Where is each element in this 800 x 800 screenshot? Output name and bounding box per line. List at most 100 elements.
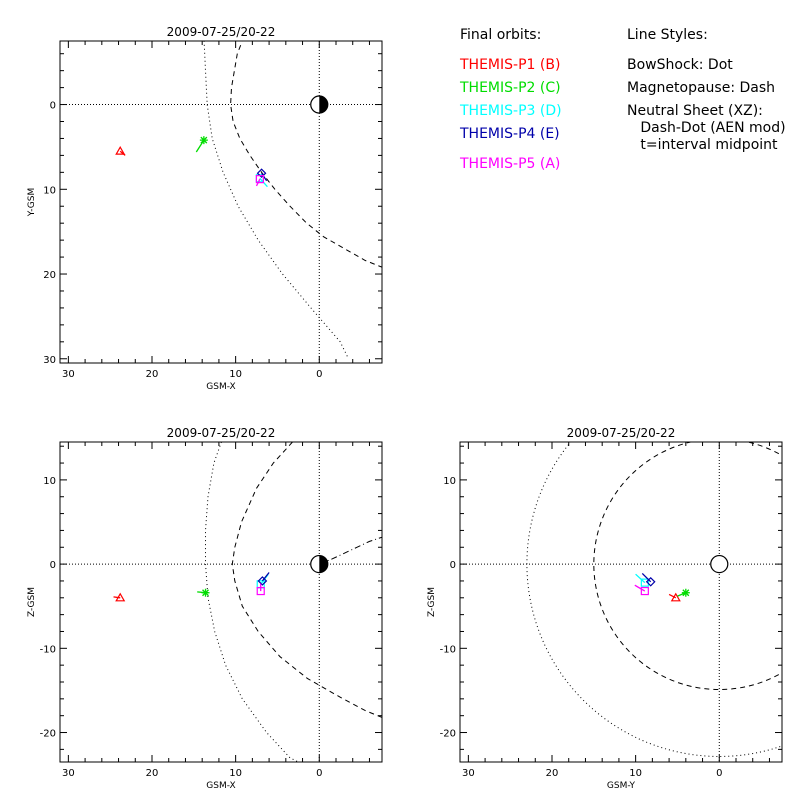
plot-frame — [459, 441, 783, 763]
x-tick-label: 10 — [629, 768, 642, 779]
panel-xz: 30 20 10 0 10 0 -10 -20 2009-07-25/20-22 GSM-X Z-G… — [27, 426, 383, 791]
legend-styles-title: Line Styles: — [627, 27, 708, 43]
chart-title: 2009-07-25/20-22 — [167, 25, 276, 39]
y-tick-label: 0 — [50, 560, 56, 571]
plot-area-xz — [60, 442, 382, 762]
boundary-magnetopause — [230, 41, 382, 268]
spacecraft-p4 — [257, 572, 270, 586]
spacecraft-p2 — [195, 136, 208, 153]
y-tick-label: 0 — [50, 101, 56, 112]
x-tick-label: 30 — [62, 369, 75, 380]
spacecraft-p5 — [255, 175, 264, 187]
square-marker — [256, 586, 265, 596]
orbit-track — [634, 584, 646, 592]
x-tick-label: 0 — [716, 768, 722, 779]
orbit-track — [261, 572, 270, 582]
spacecraft-p1 — [113, 592, 126, 602]
spacecraft-p3 — [635, 573, 649, 587]
orbit-track — [641, 572, 652, 583]
boundary-magnetopause — [231, 442, 382, 718]
x-tick-label: 10 — [229, 768, 242, 779]
legend-orbits-title: Final orbits: — [460, 27, 542, 43]
asterisk-marker — [199, 136, 208, 145]
x-axis-label: GSM-X — [206, 382, 235, 392]
asterisk-marker — [201, 588, 210, 597]
boundary-bowshock — [205, 442, 299, 762]
chart-title: 2009-07-25/20-22 — [167, 426, 276, 440]
y-axis-label: Y-GSM — [27, 188, 37, 217]
ticks-xy — [60, 41, 382, 363]
plot-frame — [59, 441, 383, 763]
x-tick-label: 20 — [146, 768, 159, 779]
spacecraft-p1 — [115, 145, 126, 156]
spacecraft-p2 — [677, 588, 690, 597]
plot-area-xy — [60, 41, 382, 363]
x-axis-label: GSM-Y — [607, 781, 636, 791]
spacecraft-p5 — [256, 583, 265, 596]
triangle-marker — [670, 592, 681, 602]
x-tick-label: 30 — [62, 768, 75, 779]
earth-night-side — [319, 555, 328, 573]
diamond-marker — [257, 576, 268, 586]
y-tick-label: -20 — [40, 729, 56, 740]
orbit-track — [261, 172, 268, 182]
spacecraft-p1 — [668, 592, 681, 602]
y-tick-label: 10 — [443, 476, 456, 487]
orbit-track — [113, 596, 121, 599]
y-tick-label: -10 — [40, 644, 56, 655]
earth-night-side — [319, 96, 328, 114]
x-tick-label: 10 — [229, 369, 242, 380]
legend-style-neutral-sheet: Neutral Sheet (XZ): — [627, 103, 763, 119]
y-tick-label: 30 — [43, 355, 56, 366]
y-tick-label: 20 — [43, 270, 56, 281]
x-tick-label: 20 — [546, 768, 559, 779]
chart-title: 2009-07-25/20-22 — [567, 426, 676, 440]
asterisk-marker — [681, 588, 690, 597]
spacecraft-p4 — [256, 168, 268, 182]
spacecraft-p4 — [641, 572, 656, 587]
y-tick-label: 10 — [43, 476, 56, 487]
x-axis-label: GSM-X — [206, 781, 235, 791]
y-tick-label: -10 — [440, 644, 456, 655]
legend: Final orbits: THEMIS-P1 (B) THEMIS-P2 (C… — [0, 0, 800, 200]
y-tick-label: -20 — [440, 729, 456, 740]
triangle-marker — [115, 592, 126, 602]
square-marker — [640, 586, 649, 596]
spacecraft-p5 — [634, 584, 649, 596]
plot-frame — [59, 40, 383, 364]
plot-area-yz — [460, 442, 782, 762]
legend-item-p3: THEMIS-P3 (D) — [460, 103, 562, 119]
legend-style-bowshock: BowShock: Dot — [627, 57, 733, 73]
legend-item-p2: THEMIS-P2 (C) — [460, 80, 561, 96]
legend-style-midpoint: t=interval midpoint — [627, 137, 778, 153]
x-tick-label: 30 — [462, 768, 475, 779]
boundary-bowshock — [203, 41, 349, 360]
x-tick-label: 20 — [146, 369, 159, 380]
ticks-xz — [60, 442, 382, 762]
panel-xy: 30 20 10 0 0 10 20 30 2009-07-25/20-22 GSM-X Y-GSM — [27, 25, 383, 392]
diamond-marker — [645, 576, 656, 587]
y-axis-label: Z-GSM — [427, 587, 437, 617]
y-axis-label: Z-GSM — [27, 587, 37, 617]
y-tick-label: 10 — [43, 185, 56, 196]
y-tick-label: 0 — [450, 560, 456, 571]
legend-item-p1: THEMIS-P1 (B) — [460, 57, 561, 73]
square-marker — [255, 175, 264, 184]
x-tick-label: 0 — [316, 369, 322, 380]
legend-style-magnetopause: Magnetopause: Dash — [627, 80, 776, 96]
legend-item-p5: THEMIS-P5 (A) — [460, 156, 561, 172]
boundary-bowshock — [526, 442, 782, 757]
legend-item-p4: THEMIS-P4 (E) — [460, 126, 560, 142]
triangle-marker — [115, 145, 126, 155]
diamond-marker — [256, 168, 267, 179]
boundary-neutralsheet — [319, 536, 382, 565]
earth — [710, 554, 729, 574]
x-tick-label: 0 — [316, 768, 322, 779]
orbit-track — [635, 573, 646, 584]
spacecraft-p2 — [197, 588, 210, 597]
legend-style-dashdot: Dash-Dot (AEN mod) — [627, 120, 786, 136]
ticks-yz — [460, 442, 782, 762]
panel-yz: 30 20 10 0 10 0 -10 -20 2009-07-25/20-22 GSM-Y Z-G… — [427, 426, 783, 791]
orbit-track — [668, 593, 677, 599]
